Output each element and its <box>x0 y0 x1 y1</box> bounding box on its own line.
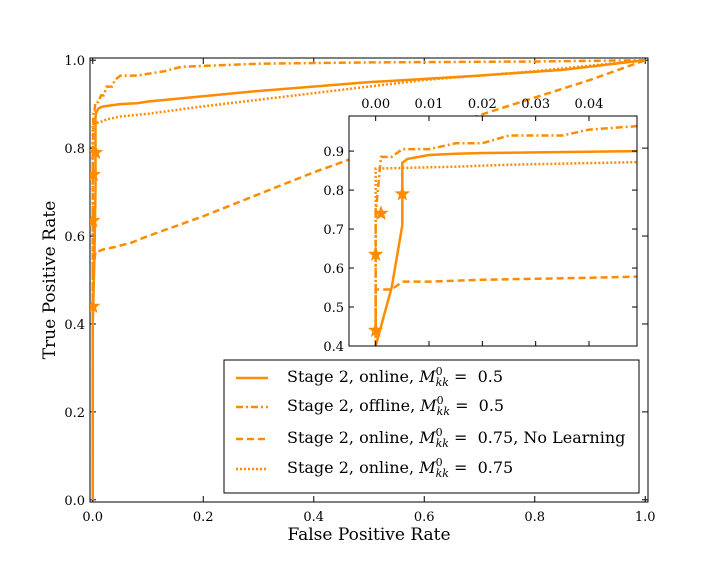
main-star-marker-2 <box>90 212 101 228</box>
inset-x-tick-label-4: 0.04 <box>575 97 604 112</box>
legend-entry-4: Stage 2, online, M0 kk = 0.75 <box>287 456 513 480</box>
y-tick-label-4: 0.8 <box>64 142 85 157</box>
main-markers-group <box>90 144 104 313</box>
y-tick-label-1: 0.2 <box>64 406 85 421</box>
legend: Stage 2, online, M0 kk = 0.5 Stage 2, off… <box>223 359 640 494</box>
inset-y-tick-label-3: 0.7 <box>323 223 344 238</box>
x-tick-label-4: 0.8 <box>524 510 545 525</box>
x-tick-label-3: 0.6 <box>414 510 435 525</box>
main-star-marker-1 <box>90 298 101 313</box>
inset-star-marker-2 <box>367 246 384 261</box>
y-tick-label-0: 0.0 <box>64 494 85 509</box>
inset-x-tick-label-3: 0.03 <box>521 97 550 112</box>
legend-swatches <box>236 376 268 471</box>
legend-entry-1: Stage 2, online, M0 kk = 0.5 <box>287 365 503 389</box>
main-series-line-1 <box>91 58 646 500</box>
inset-y-tick-label-1: 0.5 <box>323 301 344 316</box>
inset-x-tick-label-0: 0.00 <box>361 97 390 112</box>
legend-frame <box>223 359 640 494</box>
inset-x-tick-label-1: 0.01 <box>415 97 444 112</box>
x-tick-label-0: 0.0 <box>82 510 103 525</box>
y-tick-label-2: 0.4 <box>64 318 85 333</box>
main-axes-frame <box>89 57 649 503</box>
main-series-group <box>91 58 646 500</box>
y-axis-label: True Positive Rate <box>40 201 60 360</box>
inset-star-marker-3 <box>373 205 389 221</box>
inset-star-marker-1 <box>367 322 384 337</box>
inset-series-group <box>374 124 637 346</box>
x-tick-label-1: 0.2 <box>193 510 214 525</box>
inset-markers-group <box>367 185 411 337</box>
inset-y-tick-label-4: 0.8 <box>323 184 344 199</box>
x-tick-label-5: 1.0 <box>635 510 656 525</box>
inset-series-line-1 <box>374 149 637 346</box>
inset-series-line-2 <box>374 124 637 346</box>
y-tick-label-5: 1.0 <box>64 54 85 69</box>
x-axis-label: False Positive Rate <box>287 525 450 545</box>
inset-y-tick-label-5: 0.9 <box>323 145 344 160</box>
legend-entry-2: Stage 2, offline, M0 kk = 0.5 <box>287 394 504 418</box>
legend-entry-3: Stage 2, online, M0 kk = 0.75, No Learnin… <box>287 426 625 450</box>
inset-y-tick-label-2: 0.6 <box>323 262 344 277</box>
main-star-marker-3 <box>90 166 102 182</box>
main-axis-ticks: 0.0 0.2 0.4 0.6 0.8 1.0 0.0 0.2 0.4 0.6 0.8 1.0 <box>64 54 655 525</box>
inset-axis-ticks: 0.00 0.01 0.02 0.03 0.04 0.4 0.5 0.6 0.7 0.8 0.9 <box>323 97 637 355</box>
x-tick-label-2: 0.4 <box>303 510 324 525</box>
main-series-line-2 <box>91 58 646 500</box>
inset-y-tick-label-0: 0.4 <box>323 340 344 355</box>
main-star-marker-4 <box>90 144 104 160</box>
inset-star-marker-4 <box>394 185 411 201</box>
y-tick-label-3: 0.6 <box>64 230 85 245</box>
inset-x-tick-label-2: 0.02 <box>468 97 497 112</box>
inset-axes-frame <box>348 115 638 347</box>
main-series-line-4 <box>91 58 646 500</box>
